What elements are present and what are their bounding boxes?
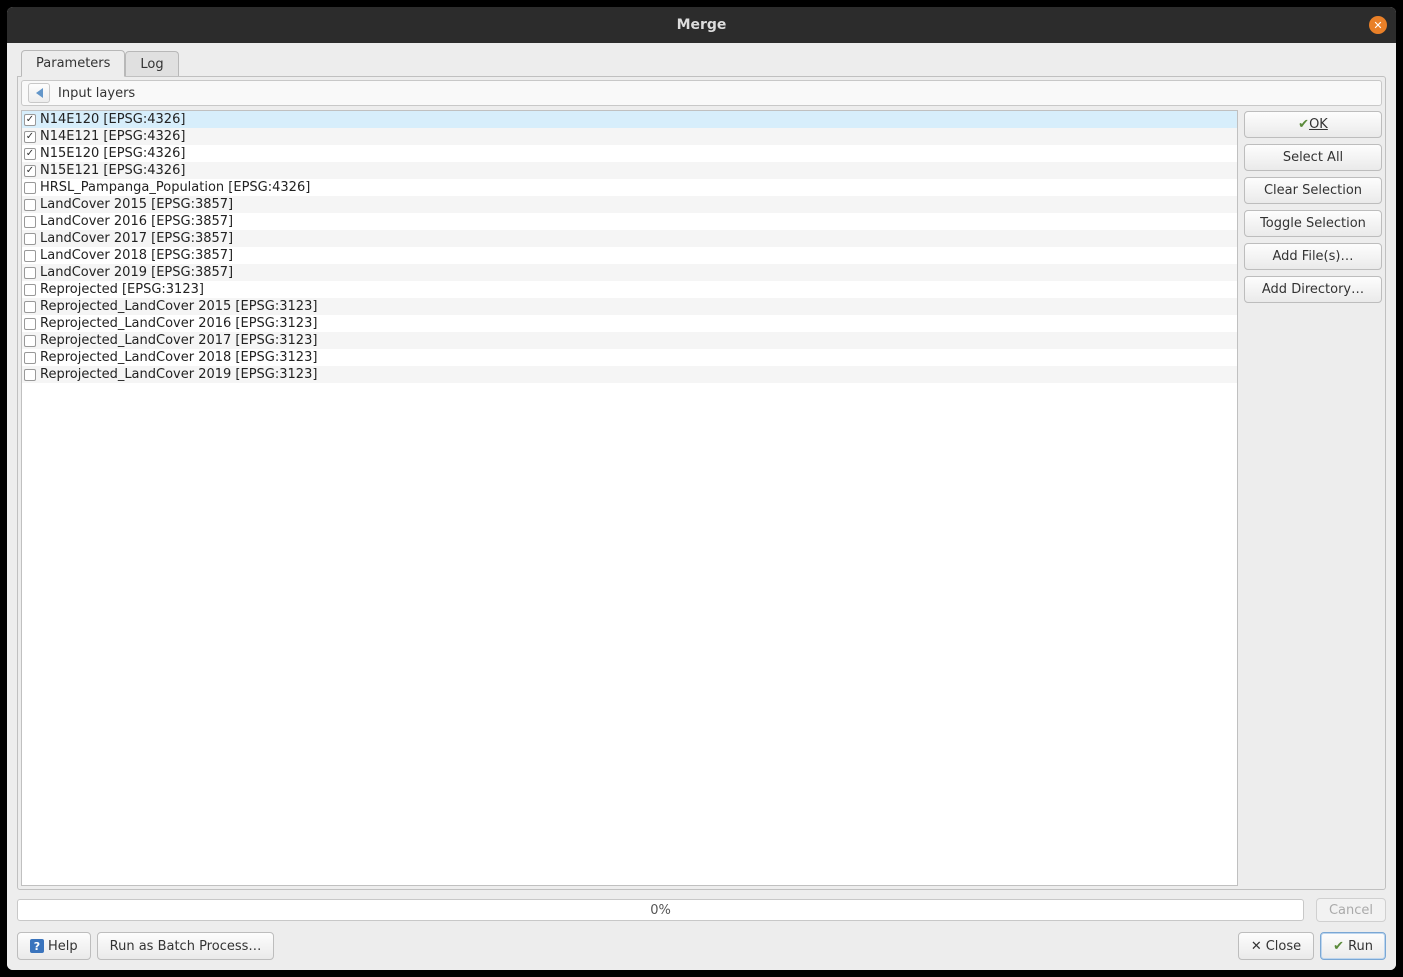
layer-row[interactable]: Reprojected_LandCover 2018 [EPSG:3123] — [22, 349, 1237, 366]
tab-parameters[interactable]: Parameters — [21, 50, 125, 77]
layer-row[interactable]: ✓ N14E121 [EPSG:4326] — [22, 128, 1237, 145]
side-buttons: ✔OK Select All Clear Selection Toggle Se… — [1244, 110, 1382, 886]
select-all-label: Select All — [1283, 150, 1343, 165]
add-files-button[interactable]: Add File(s)… — [1244, 243, 1382, 270]
close-label: Close — [1266, 939, 1301, 954]
window-close-button[interactable]: ✕ — [1369, 16, 1387, 34]
layer-checkbox[interactable] — [24, 199, 36, 211]
dialog-content: Parameters Log Input layers ✓ N14E120 [EP… — [7, 43, 1396, 970]
x-icon: ✕ — [1251, 939, 1262, 954]
layer-label: Reprojected_LandCover 2019 [EPSG:3123] — [40, 367, 317, 382]
cancel-label: Cancel — [1329, 903, 1373, 918]
tab-parameters-label: Parameters — [36, 56, 110, 71]
window-title: Merge — [677, 17, 727, 33]
bottom-row: ? Help Run as Batch Process… ✕ Close ✔ Run — [17, 932, 1386, 960]
tab-log-label: Log — [140, 57, 163, 72]
back-button[interactable] — [28, 83, 50, 103]
layer-checkbox[interactable] — [24, 250, 36, 262]
add-directory-label: Add Directory… — [1262, 282, 1364, 297]
layer-row[interactable]: ✓ N15E121 [EPSG:4326] — [22, 162, 1237, 179]
check-icon: ✔ — [1298, 117, 1309, 132]
layer-label: N15E121 [EPSG:4326] — [40, 163, 185, 178]
ok-button[interactable]: ✔OK — [1244, 111, 1382, 138]
layer-checkbox[interactable] — [24, 284, 36, 296]
layer-row[interactable]: Reprojected_LandCover 2017 [EPSG:3123] — [22, 332, 1237, 349]
layer-checkbox[interactable] — [24, 369, 36, 381]
layer-label: Reprojected_LandCover 2015 [EPSG:3123] — [40, 299, 317, 314]
run-batch-button[interactable]: Run as Batch Process… — [97, 932, 275, 960]
run-label: Run — [1348, 939, 1373, 954]
layer-checkbox[interactable] — [24, 216, 36, 228]
layer-row[interactable]: LandCover 2015 [EPSG:3857] — [22, 196, 1237, 213]
toggle-selection-label: Toggle Selection — [1260, 216, 1366, 231]
layer-label: LandCover 2016 [EPSG:3857] — [40, 214, 233, 229]
layer-checkbox[interactable]: ✓ — [24, 165, 36, 177]
layer-checkbox[interactable] — [24, 233, 36, 245]
layer-list[interactable]: ✓ N14E120 [EPSG:4326] ✓ N14E121 [EPSG:4326]… — [21, 110, 1238, 886]
toggle-selection-button[interactable]: Toggle Selection — [1244, 210, 1382, 237]
layer-label: HRSL_Pampanga_Population [EPSG:4326] — [40, 180, 310, 195]
titlebar: Merge ✕ — [7, 7, 1396, 43]
layer-row[interactable]: Reprojected_LandCover 2019 [EPSG:3123] — [22, 366, 1237, 383]
layer-row[interactable]: LandCover 2016 [EPSG:3857] — [22, 213, 1237, 230]
layer-label: LandCover 2015 [EPSG:3857] — [40, 197, 233, 212]
layer-checkbox[interactable] — [24, 352, 36, 364]
merge-dialog: Merge ✕ Parameters Log Input layers ✓ N14… — [7, 7, 1396, 970]
layer-row[interactable]: LandCover 2019 [EPSG:3857] — [22, 264, 1237, 281]
heading-label: Input layers — [58, 86, 135, 101]
back-arrow-icon — [36, 88, 43, 98]
layer-checkbox[interactable] — [24, 318, 36, 330]
close-icon: ✕ — [1373, 20, 1382, 31]
help-label: Help — [48, 939, 78, 954]
tab-log[interactable]: Log — [125, 51, 178, 77]
layer-checkbox[interactable]: ✓ — [24, 114, 36, 126]
layer-label: N15E120 [EPSG:4326] — [40, 146, 185, 161]
progress-text: 0% — [650, 903, 671, 918]
layer-row[interactable]: Reprojected_LandCover 2015 [EPSG:3123] — [22, 298, 1237, 315]
layer-label: LandCover 2019 [EPSG:3857] — [40, 265, 233, 280]
layer-label: Reprojected_LandCover 2017 [EPSG:3123] — [40, 333, 317, 348]
run-button[interactable]: ✔ Run — [1320, 932, 1386, 960]
progress-bar: 0% — [17, 899, 1304, 921]
layer-label: LandCover 2017 [EPSG:3857] — [40, 231, 233, 246]
layer-row[interactable]: ✓ N15E120 [EPSG:4326] — [22, 145, 1237, 162]
layer-row[interactable]: ✓ N14E120 [EPSG:4326] — [22, 111, 1237, 128]
layer-checkbox[interactable] — [24, 301, 36, 313]
layer-label: Reprojected [EPSG:3123] — [40, 282, 204, 297]
heading-row: Input layers — [21, 80, 1382, 106]
layer-checkbox[interactable] — [24, 267, 36, 279]
close-button[interactable]: ✕ Close — [1238, 932, 1314, 960]
layer-label: Reprojected_LandCover 2016 [EPSG:3123] — [40, 316, 317, 331]
layer-label: N14E120 [EPSG:4326] — [40, 112, 185, 127]
select-all-button[interactable]: Select All — [1244, 144, 1382, 171]
layer-label: Reprojected_LandCover 2018 [EPSG:3123] — [40, 350, 317, 365]
tab-bar: Parameters Log — [21, 49, 1386, 77]
clear-selection-button[interactable]: Clear Selection — [1244, 177, 1382, 204]
add-files-label: Add File(s)… — [1273, 249, 1354, 264]
add-directory-button[interactable]: Add Directory… — [1244, 276, 1382, 303]
ok-label: OK — [1309, 117, 1328, 132]
layer-checkbox[interactable]: ✓ — [24, 131, 36, 143]
layer-checkbox[interactable] — [24, 182, 36, 194]
layer-row[interactable]: LandCover 2017 [EPSG:3857] — [22, 230, 1237, 247]
layer-row[interactable]: Reprojected_LandCover 2016 [EPSG:3123] — [22, 315, 1237, 332]
layer-checkbox[interactable]: ✓ — [24, 148, 36, 160]
help-button[interactable]: ? Help — [17, 932, 91, 960]
footer: 0% Cancel ? Help Run as Batch Process… ✕ C… — [17, 890, 1386, 960]
layer-checkbox[interactable] — [24, 335, 36, 347]
help-icon: ? — [30, 939, 44, 953]
progress-row: 0% Cancel — [17, 898, 1386, 922]
layer-row[interactable]: HRSL_Pampanga_Population [EPSG:4326] — [22, 179, 1237, 196]
layer-row[interactable]: Reprojected [EPSG:3123] — [22, 281, 1237, 298]
layer-label: N14E121 [EPSG:4326] — [40, 129, 185, 144]
run-batch-label: Run as Batch Process… — [110, 939, 262, 954]
cancel-button: Cancel — [1316, 898, 1386, 922]
layer-label: LandCover 2018 [EPSG:3857] — [40, 248, 233, 263]
check-icon: ✔ — [1333, 939, 1344, 954]
layer-row[interactable]: LandCover 2018 [EPSG:3857] — [22, 247, 1237, 264]
parameters-pane: Input layers ✓ N14E120 [EPSG:4326] ✓ N14E12… — [17, 76, 1386, 890]
clear-selection-label: Clear Selection — [1264, 183, 1362, 198]
mid-area: ✓ N14E120 [EPSG:4326] ✓ N14E121 [EPSG:4326]… — [21, 110, 1382, 886]
